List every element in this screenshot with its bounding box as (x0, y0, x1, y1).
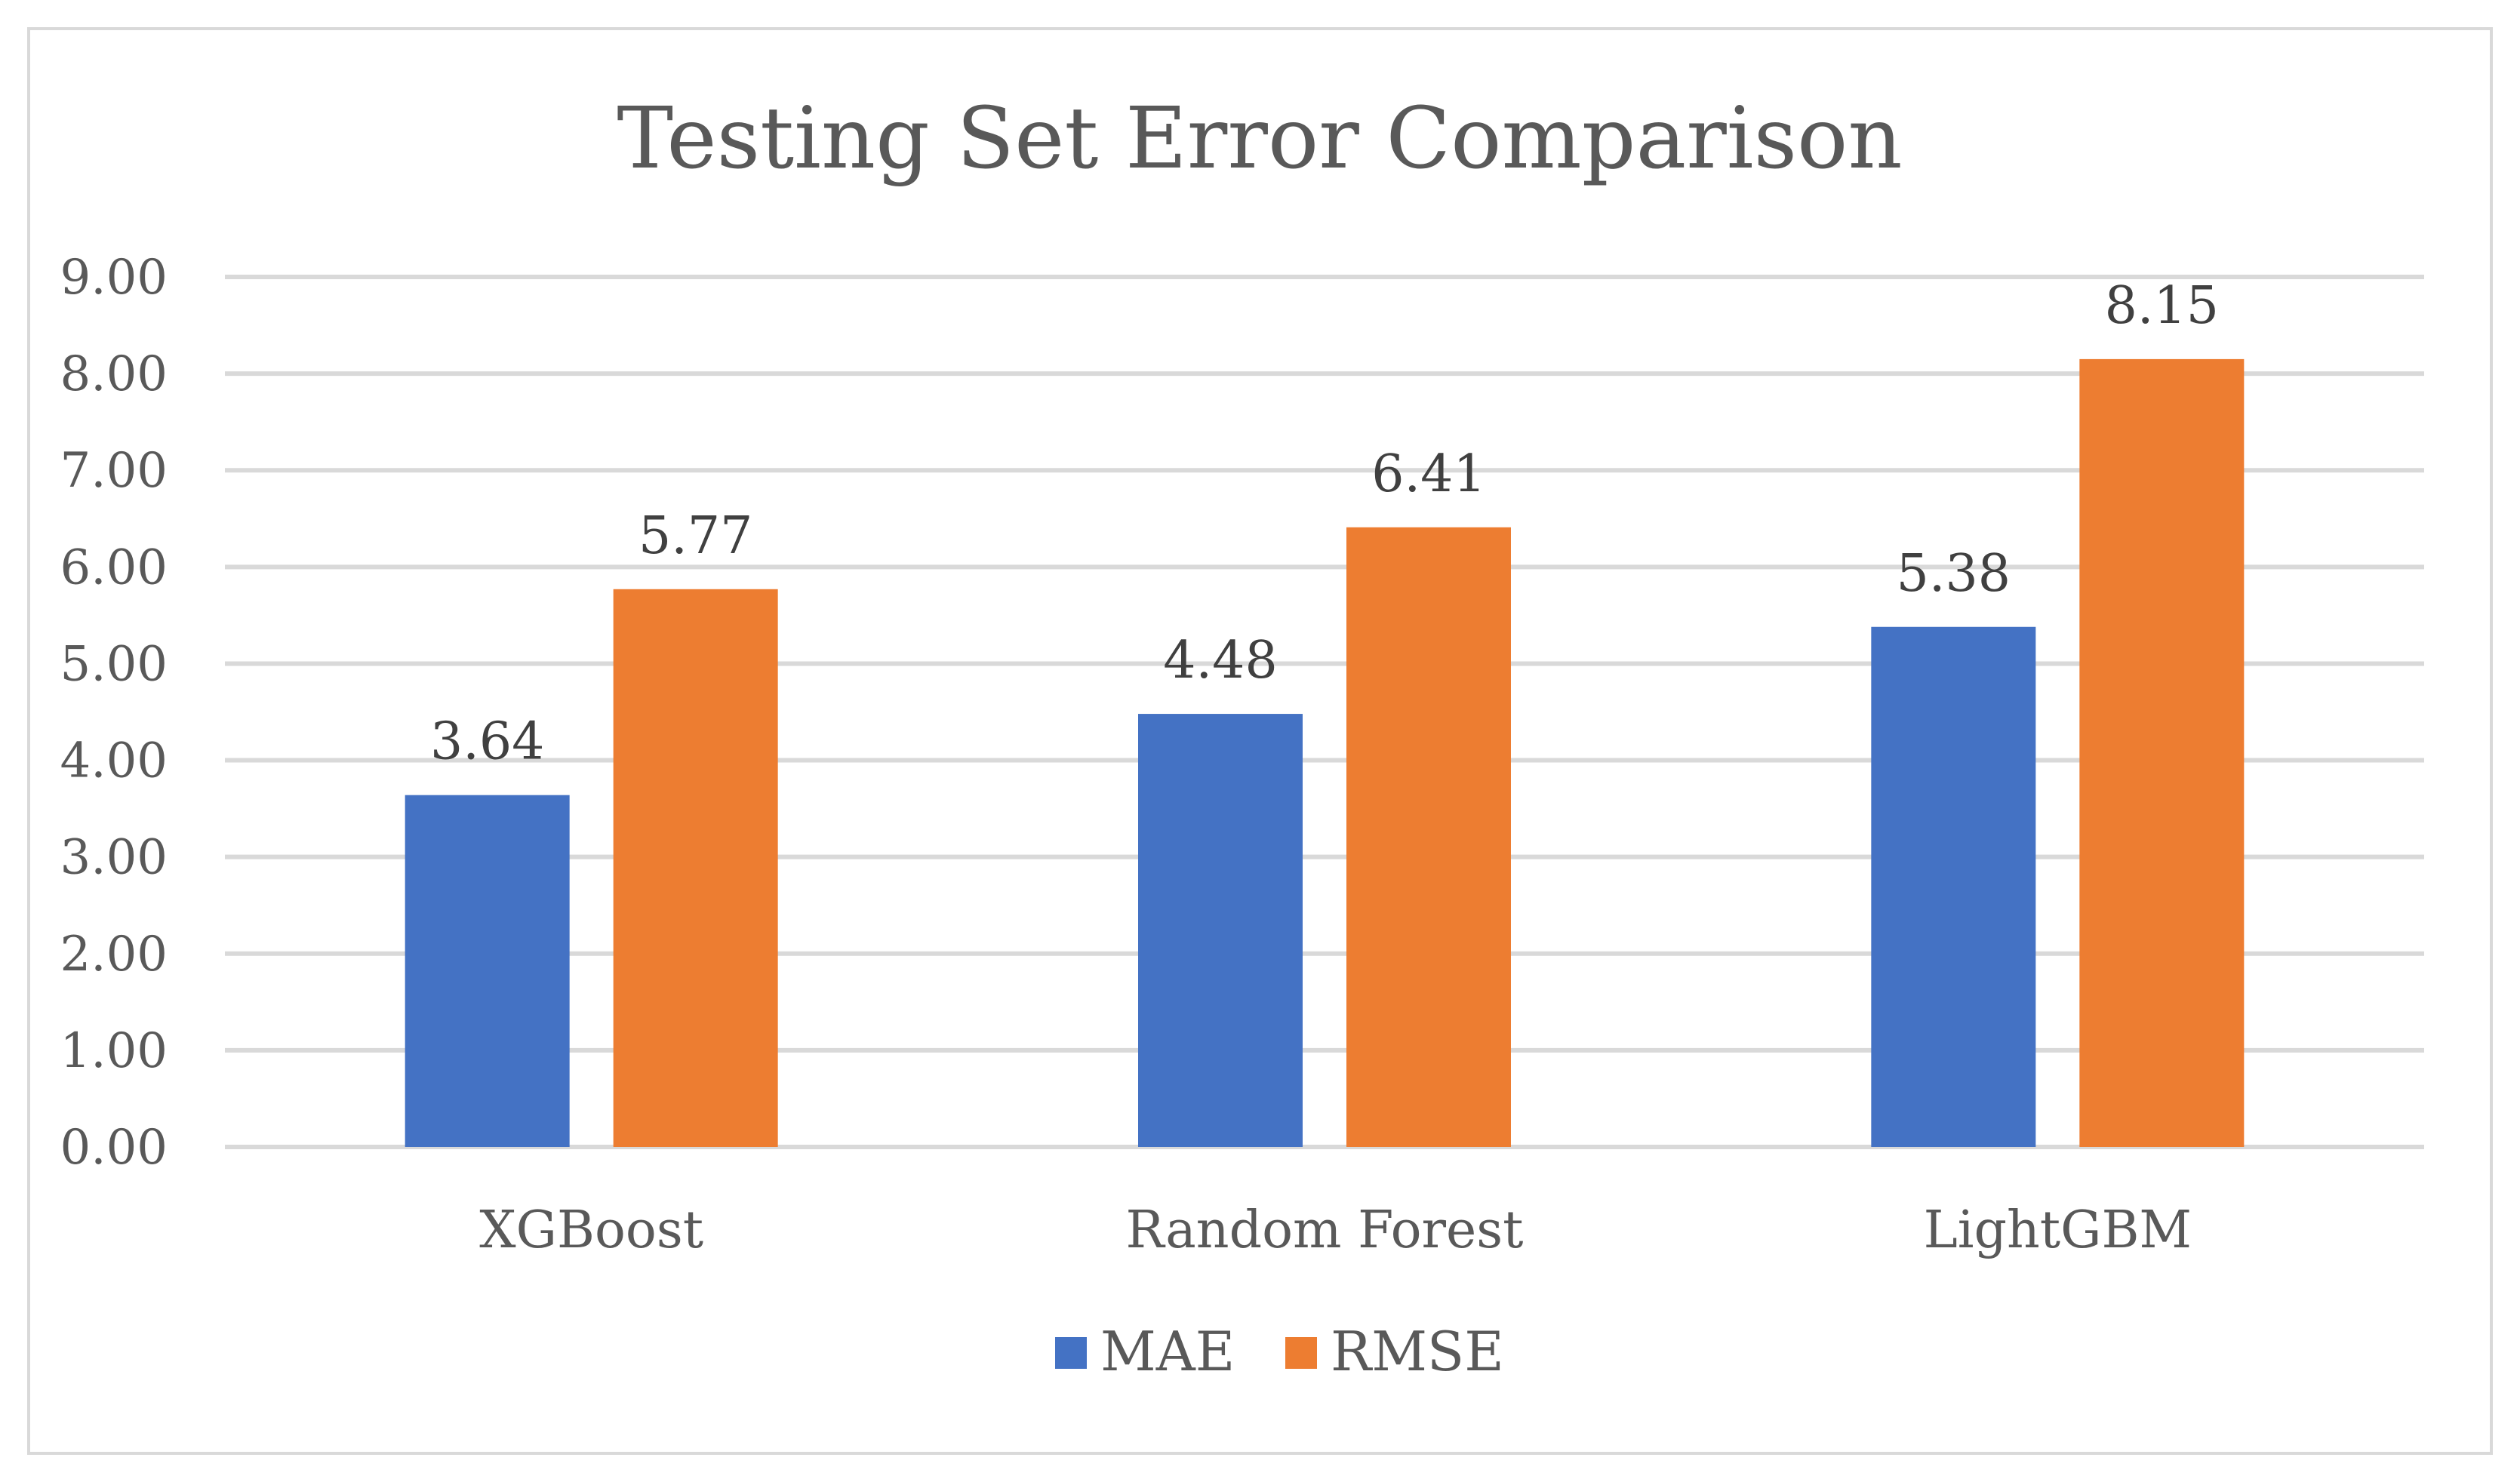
legend-label-rmse: RMSE (1331, 1320, 1504, 1383)
y-tick-label: 0.00 (60, 1120, 168, 1176)
data-label: 8.15 (2105, 276, 2219, 336)
bar-rmse-random-forest (1346, 527, 1511, 1147)
y-tick-label: 5.00 (60, 636, 168, 692)
bar-rmse-lightgbm (2079, 358, 2245, 1148)
y-axis-tick-labels: 0.00 1.00 2.00 3.00 4.00 5.00 6.00 7.00 8.00 9.00 (60, 250, 168, 1176)
data-label: 5.38 (1897, 544, 2011, 604)
data-label: 3.64 (430, 712, 544, 772)
category-label: LightGBM (1924, 1201, 2192, 1260)
category-label: XGBoost (479, 1201, 703, 1260)
legend-swatch-mae (1055, 1337, 1087, 1369)
data-label: 5.77 (638, 506, 752, 566)
data-label: 4.48 (1163, 631, 1277, 690)
gridlines (225, 275, 2424, 1149)
y-tick-label: 2.00 (60, 927, 168, 982)
y-tick-label: 6.00 (60, 540, 168, 595)
data-label: 6.41 (1371, 444, 1485, 504)
y-tick-label: 9.00 (60, 250, 168, 306)
chart-title: Testing Set Error Comparison (617, 90, 1902, 188)
category-label: Random Forest (1125, 1201, 1523, 1260)
bars (405, 358, 2245, 1148)
x-axis-category-labels: XGBoost Random Forest LightGBM (479, 1201, 2192, 1260)
data-labels: 3.64 5.77 4.48 6.41 5.38 8.15 (430, 276, 2219, 772)
y-tick-label: 7.00 (60, 443, 168, 499)
bar-rmse-xgboost (613, 589, 778, 1147)
bar-mae-lightgbm (1871, 626, 2036, 1147)
bar-mae-random-forest (1138, 714, 1303, 1147)
y-tick-label: 3.00 (60, 830, 168, 886)
y-tick-label: 4.00 (60, 733, 168, 789)
bar-mae-xgboost (405, 795, 570, 1147)
legend-label-mae: MAE (1100, 1320, 1235, 1383)
y-tick-label: 8.00 (60, 346, 168, 402)
y-tick-label: 1.00 (60, 1023, 168, 1079)
legend-swatch-rmse (1285, 1337, 1317, 1369)
legend: MAE RMSE (1055, 1320, 1504, 1383)
